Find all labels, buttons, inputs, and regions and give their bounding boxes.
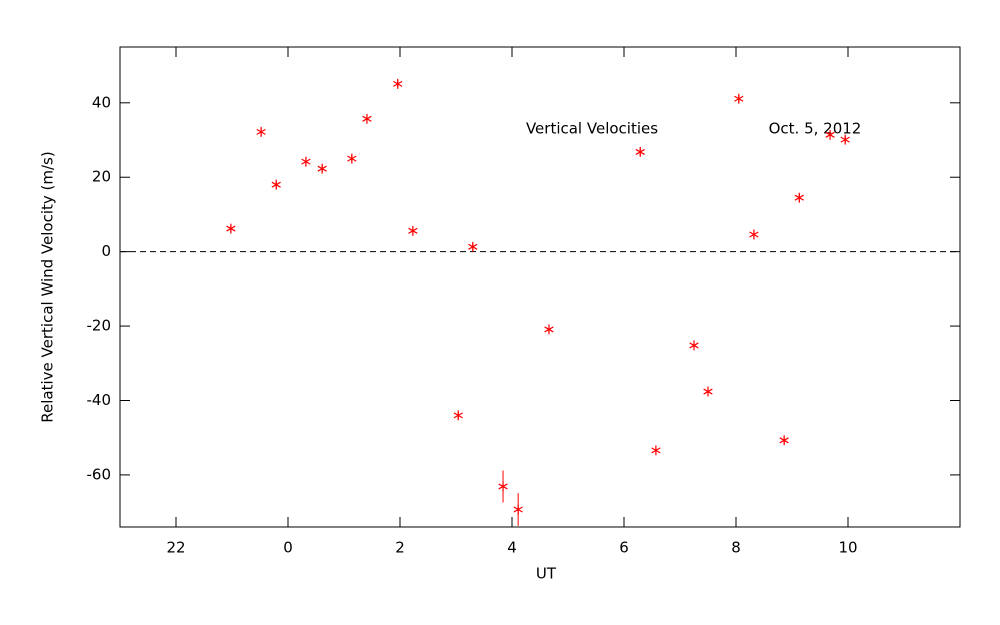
data-point — [689, 340, 699, 351]
data-point — [651, 445, 661, 456]
data-point — [393, 78, 403, 89]
annotation: Vertical Velocities — [526, 120, 658, 138]
data-point — [825, 129, 835, 140]
x-tick-label: 10 — [838, 539, 857, 557]
y-tick-label: -60 — [87, 465, 112, 483]
x-axis-label: UT — [536, 565, 557, 583]
x-tick-label: 4 — [507, 539, 517, 557]
data-point — [317, 163, 327, 174]
y-tick-label: -40 — [87, 391, 112, 409]
x-tick-label: 0 — [283, 539, 293, 557]
data-point — [703, 386, 713, 397]
data-point — [779, 435, 789, 446]
data-point — [301, 156, 311, 167]
data-point — [498, 481, 508, 492]
data-point — [271, 179, 281, 190]
data-point — [256, 126, 266, 137]
data-point — [226, 223, 236, 234]
data-point — [347, 153, 357, 164]
data-point — [734, 93, 744, 104]
y-axis-label: Relative Vertical Wind Velocity (m/s) — [39, 151, 57, 422]
x-tick-label: 6 — [619, 539, 629, 557]
data-point — [362, 113, 372, 124]
data-point — [408, 225, 418, 236]
x-tick-label: 22 — [166, 539, 185, 557]
x-tick-label: 2 — [395, 539, 405, 557]
plot-frame — [119, 46, 961, 528]
data-point — [453, 410, 463, 421]
data-point — [513, 504, 523, 515]
data-point — [840, 134, 850, 145]
y-tick-label: 0 — [101, 242, 111, 260]
y-tick-label: 40 — [92, 93, 111, 111]
y-tick-label: 20 — [92, 168, 111, 186]
data-point — [749, 229, 759, 240]
x-tick-label: 8 — [731, 539, 741, 557]
data-point — [635, 146, 645, 157]
y-tick-label: -20 — [87, 317, 112, 335]
annotation: Oct. 5, 2012 — [769, 120, 862, 138]
data-point — [468, 241, 478, 252]
data-point — [794, 192, 804, 203]
data-point — [544, 324, 554, 335]
